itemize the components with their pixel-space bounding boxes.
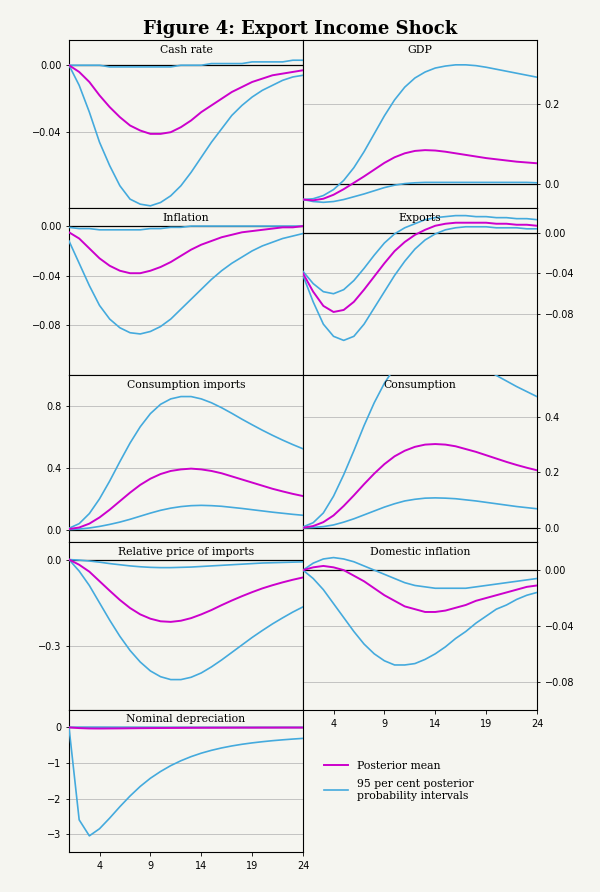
Text: Nominal depreciation: Nominal depreciation (127, 714, 245, 724)
Text: Consumption imports: Consumption imports (127, 380, 245, 390)
Text: Consumption: Consumption (383, 380, 457, 390)
Legend: Posterior mean, 95 per cent posterior
probability intervals: Posterior mean, 95 per cent posterior pr… (320, 756, 478, 805)
Text: Inflation: Inflation (163, 212, 209, 222)
Text: Exports: Exports (398, 212, 442, 222)
Text: Relative price of imports: Relative price of imports (118, 548, 254, 558)
Text: GDP: GDP (407, 45, 433, 55)
Text: Domestic inflation: Domestic inflation (370, 548, 470, 558)
Text: Cash rate: Cash rate (160, 45, 212, 55)
Text: Figure 4: Export Income Shock: Figure 4: Export Income Shock (143, 20, 457, 37)
